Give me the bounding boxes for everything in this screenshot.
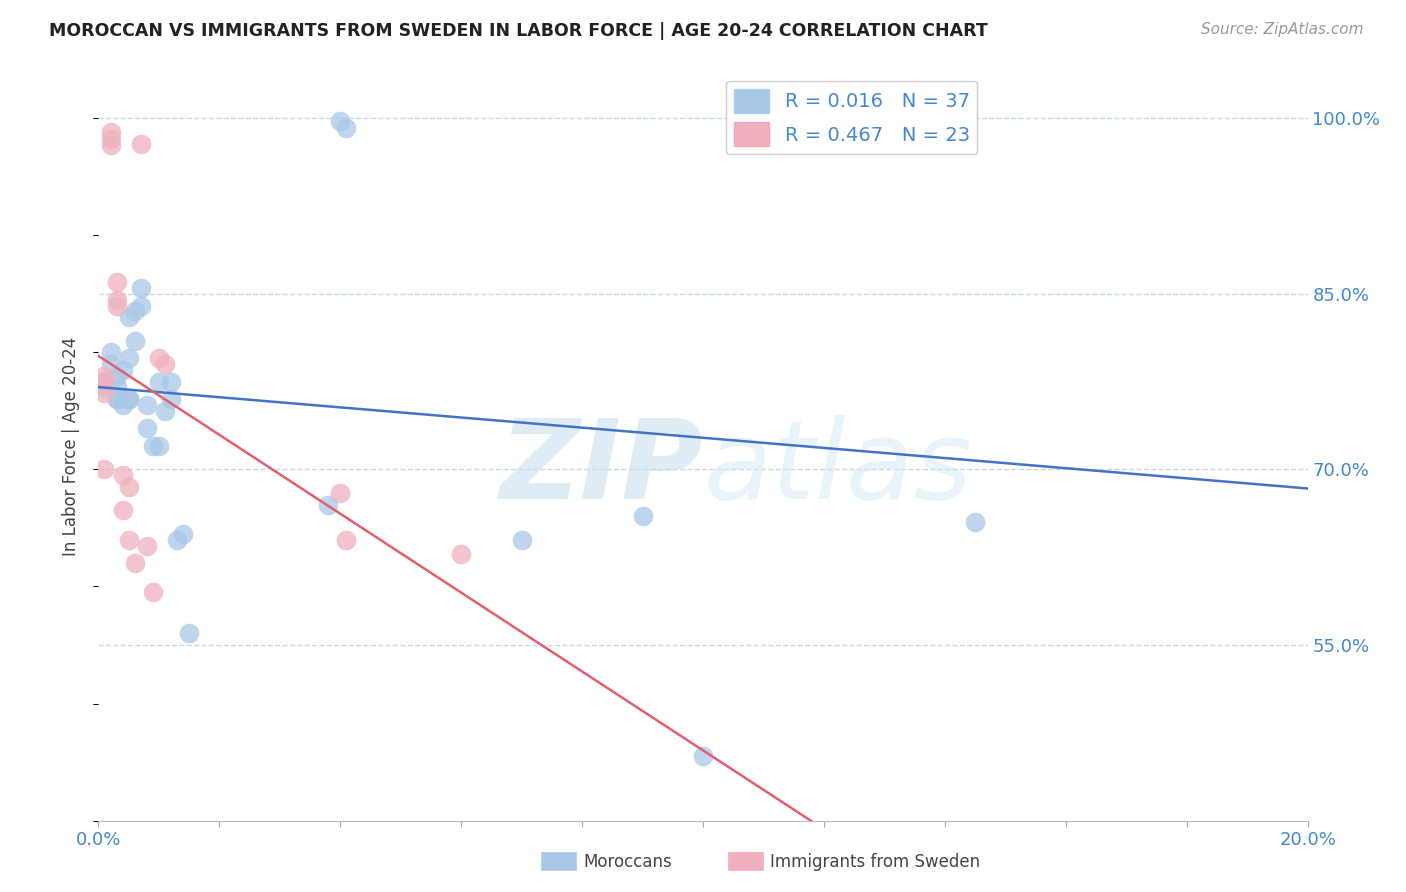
Point [142, 585, 165, 599]
Point [111, 468, 134, 483]
Point [105, 293, 128, 307]
Point [129, 281, 152, 295]
Point [93, 386, 115, 401]
Point [335, 533, 357, 547]
Text: ZIP: ZIP [499, 415, 703, 522]
Point [153, 404, 176, 418]
Point [510, 533, 533, 547]
Text: atlas: atlas [703, 415, 972, 522]
Point [329, 485, 352, 500]
Point [111, 363, 134, 377]
Point [118, 533, 141, 547]
Point [105, 368, 128, 383]
Point [100, 132, 122, 146]
Point [118, 351, 141, 366]
Text: Source: ZipAtlas.com: Source: ZipAtlas.com [1201, 22, 1364, 37]
Point [148, 375, 170, 389]
Point [100, 138, 122, 153]
Point [160, 375, 183, 389]
Point [105, 380, 128, 394]
Point [148, 351, 170, 366]
Text: Moroccans: Moroccans [583, 853, 672, 871]
Point [124, 334, 146, 348]
Point [93, 375, 115, 389]
Point [135, 539, 157, 553]
Point [100, 345, 122, 359]
Point [129, 298, 152, 313]
Point [692, 749, 714, 764]
Point [124, 556, 146, 570]
Point [450, 547, 472, 561]
Point [172, 526, 194, 541]
Point [118, 392, 141, 407]
Point [329, 113, 352, 128]
Y-axis label: In Labor Force | Age 20-24: In Labor Force | Age 20-24 [62, 336, 80, 556]
Point [105, 298, 128, 313]
Point [160, 392, 183, 407]
Point [631, 509, 654, 524]
Point [135, 421, 157, 435]
Point [105, 392, 128, 407]
Point [129, 136, 152, 151]
Point [111, 398, 134, 412]
Point [118, 480, 141, 494]
Text: MOROCCAN VS IMMIGRANTS FROM SWEDEN IN LABOR FORCE | AGE 20-24 CORRELATION CHART: MOROCCAN VS IMMIGRANTS FROM SWEDEN IN LA… [49, 22, 988, 40]
Point [105, 275, 128, 289]
Point [100, 357, 122, 371]
Point [100, 125, 122, 139]
Point [179, 626, 201, 640]
Point [316, 498, 339, 512]
Point [166, 533, 188, 547]
Point [93, 375, 115, 389]
Point [965, 515, 987, 529]
Point [142, 439, 165, 453]
Point [873, 112, 896, 126]
Point [93, 368, 115, 383]
Point [124, 304, 146, 318]
Point [93, 462, 115, 476]
Legend: R = 0.016   N = 37, R = 0.467   N = 23: R = 0.016 N = 37, R = 0.467 N = 23 [725, 81, 977, 153]
Point [118, 392, 141, 407]
Point [118, 310, 141, 325]
Point [153, 357, 176, 371]
Point [135, 398, 157, 412]
Point [93, 380, 115, 394]
Text: Immigrants from Sweden: Immigrants from Sweden [770, 853, 980, 871]
Point [148, 439, 170, 453]
Point [335, 120, 357, 135]
Point [111, 503, 134, 517]
Point [105, 392, 128, 407]
